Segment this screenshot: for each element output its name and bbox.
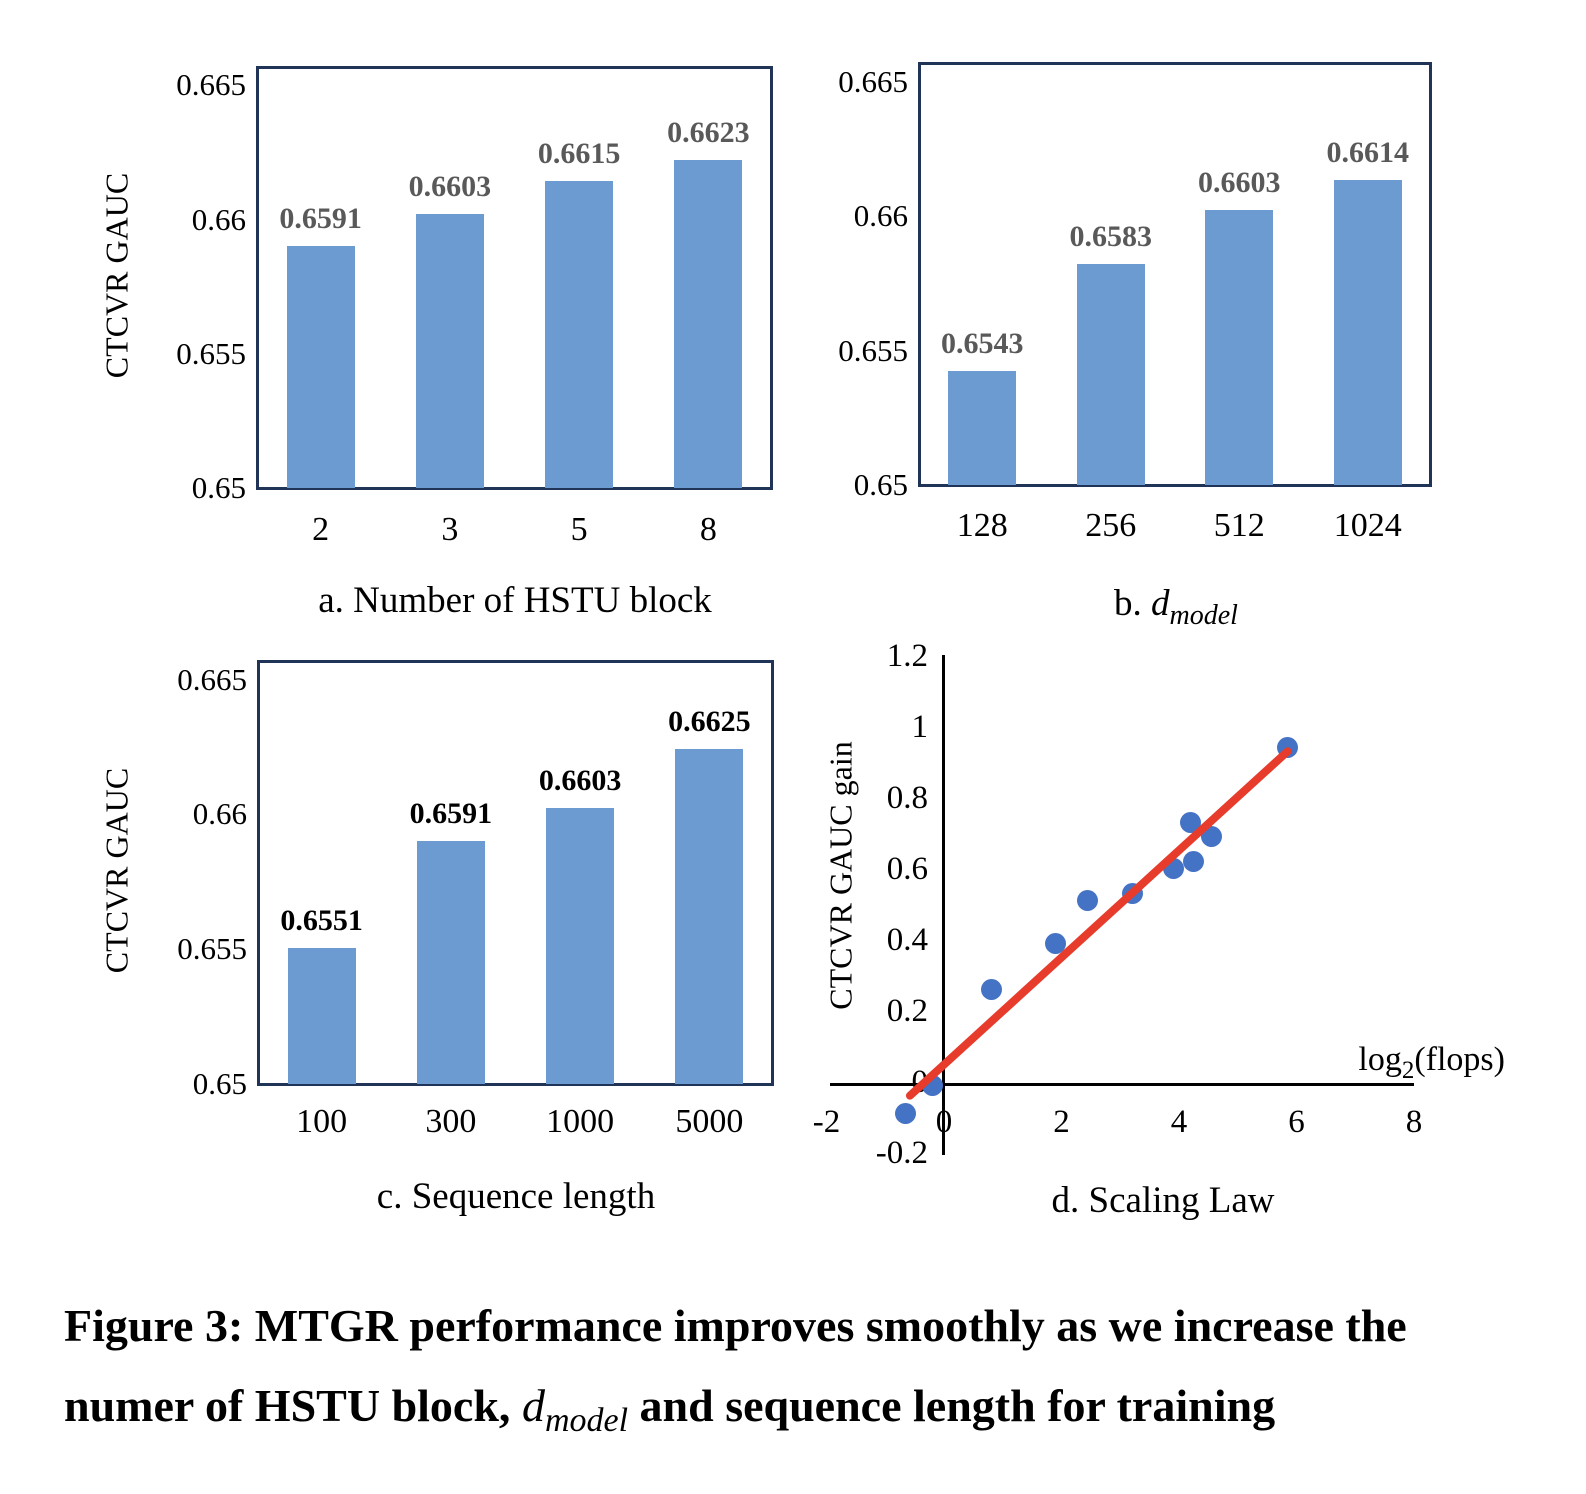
chart-d-point [1121,882,1143,904]
chart-c-bar [287,948,356,1084]
chart-b-value-label: 0.6583 [1069,219,1153,253]
chart-c-y-tick: 0.65 [192,1066,247,1101]
chart-d-point [895,1102,917,1124]
chart-d-y-tick: 0 [911,1064,929,1100]
chart-a-bar [286,245,355,488]
chart-d-x-label-log: log [1358,1041,1402,1078]
chart-b-value-label: 0.6603 [1198,165,1281,199]
chart-c-value-label: 0.6591 [409,796,493,830]
chart-d-x-axis-label: log2(flops) [1175,1041,1505,1085]
chart-d-x-tick: 0 [935,1104,953,1140]
chart-b-y-tick: 0.65 [853,467,908,502]
chart-c-bar [546,808,615,1084]
chart-c-caption: c. Sequence length [376,1176,656,1217]
chart-d-point [921,1074,943,1096]
chart-d-x-tick: 8 [1405,1104,1423,1140]
chart-a-value-label: 0.6623 [667,115,750,149]
chart-b-bar [1205,209,1274,485]
figure-caption-line1: Figure 3: MTGR performance improves smoo… [64,1300,1407,1351]
chart-d-point [980,978,1002,1000]
chart-d-point [1180,811,1202,833]
chart-d-y-tick: -0.2 [875,1135,928,1171]
chart-d-point [1277,737,1299,759]
chart-c-bar [675,748,744,1084]
chart-d-point [1200,826,1222,847]
chart-b-y-tick: 0.66 [853,198,908,233]
chart-b-caption-prefix: b. [1114,583,1152,624]
chart-d-point [1183,850,1205,872]
chart-c-y-axis-title: CTCVR GAUC [98,767,135,974]
chart-b-x-tick: 256 [1085,507,1137,544]
chart-c-x-tick: 300 [425,1103,477,1140]
chart-a-y-tick: 0.655 [176,335,246,371]
chart-b-x-tick: 128 [956,507,1008,544]
chart-c-bar [416,840,485,1084]
chart-b-bar [1076,263,1145,485]
figure-caption-dsub: model [544,1402,629,1439]
chart-c-value-label: 0.6625 [668,704,751,738]
chart-c-y-tick: 0.66 [192,796,247,832]
chart-b-caption-dsub: model [1169,600,1238,631]
chart-d-x-tick: -2 [812,1104,841,1140]
chart-b-y-tick: 0.655 [838,332,908,368]
chart-a-x-tick: 2 [312,511,330,548]
figure-caption: Figure 3: MTGR performance improves smoo… [64,1286,1564,1461]
chart-d-y-tick: 1 [911,709,929,745]
chart-b-x-tick: 1024 [1333,507,1402,544]
chart-d-y-tick: 0.8 [886,780,928,816]
chart-a-y-axis-title: CTCVR GAUC [98,172,135,379]
chart-a-value-label: 0.6591 [279,201,362,235]
chart-a-x-tick: 5 [570,511,588,548]
chart-d-caption: d. Scaling Law [1051,1180,1275,1221]
chart-a-y-tick: 0.66 [191,201,246,237]
chart-b-x-tick: 512 [1213,507,1265,544]
chart-d-x-tick: 2 [1053,1104,1070,1140]
chart-a-bar [674,159,743,488]
chart-d-x-label-sub: 2 [1401,1056,1415,1084]
chart-d-y-tick: 1.2 [886,638,928,674]
chart-d-y-axis [942,655,945,1155]
chart-b-value-label: 0.6543 [941,327,1024,361]
chart-b-value-label: 0.6614 [1326,136,1410,170]
chart-d-x-tick: 6 [1288,1104,1305,1140]
chart-b-bar [1333,180,1402,485]
chart-a-bar [545,181,614,488]
chart-a-x-tick: 3 [441,511,459,548]
chart-a-bar [415,213,484,488]
chart-b-caption: b. dmodel [876,582,1476,632]
chart-a-value-label: 0.6615 [537,137,621,171]
chart-d-point [1077,889,1099,911]
chart-a-value-label: 0.6603 [408,169,492,203]
chart-b-y-tick: 0.665 [838,63,908,99]
chart-c-value-label: 0.6551 [280,904,363,938]
chart-d-y-tick: 0.6 [886,851,928,887]
chart-a-y-tick: 0.65 [191,470,246,505]
chart-c-x-tick: 5000 [675,1103,744,1140]
figure-caption-dvar: d [521,1380,545,1431]
chart-d-point [1162,857,1184,879]
chart-c-y-tick: 0.665 [177,661,247,697]
chart-d-x-tick: 4 [1170,1104,1188,1140]
chart-c-value-label: 0.6603 [538,764,622,798]
chart-c-x-tick: 1000 [546,1103,615,1140]
chart-d-x-label-rest: (flops) [1414,1041,1505,1078]
chart-b-caption-dvar: d [1151,583,1170,624]
figure-caption-line2-pre: numer of HSTU block, [64,1380,522,1431]
chart-a-y-tick: 0.665 [176,67,246,103]
chart-d-y-tick: 0.4 [886,922,928,958]
chart-b-bar [948,371,1017,485]
chart-c-x-tick: 100 [296,1103,348,1140]
chart-d-y-tick: 0.2 [886,993,928,1029]
chart-a-x-tick: 8 [699,511,717,548]
chart-a-caption: a. Number of HSTU block [318,580,712,621]
chart-c-y-tick: 0.655 [177,931,247,967]
chart-d-point [1045,932,1067,954]
figure-caption-line2-post: and sequence length for training [628,1380,1276,1431]
